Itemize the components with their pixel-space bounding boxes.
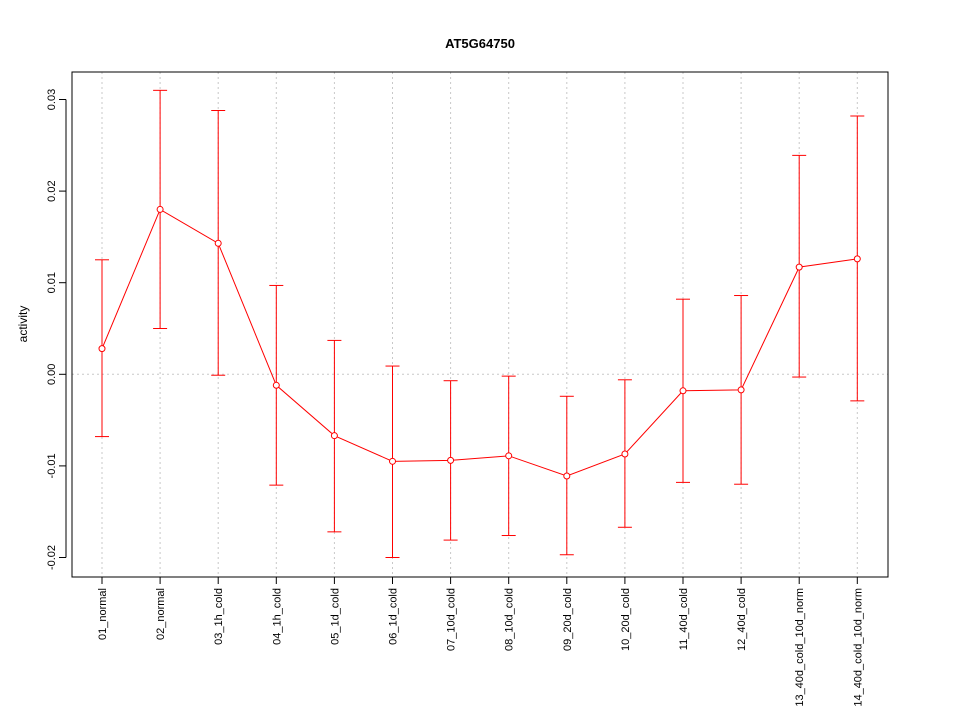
x-tick-label: 04_1h_cold bbox=[271, 588, 283, 645]
y-tick-label: 0.03 bbox=[46, 89, 58, 110]
x-tick-label: 06_1d_cold bbox=[388, 588, 400, 645]
plot-frame bbox=[71, 71, 889, 578]
data-point bbox=[447, 456, 455, 464]
x-tick-label: 02_normal bbox=[155, 588, 167, 640]
y-axis-label: activity bbox=[16, 306, 30, 343]
data-point bbox=[505, 452, 513, 460]
data-point bbox=[679, 387, 687, 395]
x-tick-label: 07_10d_cold bbox=[446, 588, 458, 651]
data-point bbox=[795, 263, 803, 271]
x-tick-label: 14_40d_cold_10d_norm bbox=[852, 588, 864, 707]
data-point bbox=[853, 255, 861, 263]
series-line bbox=[101, 208, 858, 477]
x-tick-label: 13_40d_cold_10d_norm bbox=[794, 588, 806, 707]
x-tick-label: 09_20d_cold bbox=[562, 588, 574, 651]
data-point bbox=[621, 450, 629, 458]
data-point bbox=[737, 386, 745, 394]
data-point bbox=[272, 381, 280, 389]
y-tick-label: 0.00 bbox=[46, 364, 58, 385]
chart-title: AT5G64750 bbox=[445, 36, 515, 51]
y-tick-label: -0.01 bbox=[46, 453, 58, 478]
y-tick-label: 0.01 bbox=[46, 272, 58, 293]
y-tick-label: 0.02 bbox=[46, 180, 58, 201]
y-tick-label: -0.02 bbox=[46, 545, 58, 570]
data-point bbox=[214, 239, 222, 247]
data-point bbox=[389, 457, 396, 465]
data-series bbox=[95, 89, 865, 558]
data-point bbox=[98, 345, 106, 353]
x-tick-label: 10_20d_cold bbox=[620, 588, 632, 651]
x-tick-label: 12_40d_cold bbox=[736, 588, 748, 651]
data-point bbox=[330, 432, 338, 440]
x-tick-label: 03_1h_cold bbox=[213, 588, 225, 645]
x-tick-label: 08_10d_cold bbox=[504, 588, 516, 651]
data-point bbox=[563, 472, 571, 480]
data-point bbox=[156, 205, 164, 213]
x-tick-label: 05_1d_cold bbox=[329, 588, 341, 645]
x-tick-label: 01_normal bbox=[97, 588, 109, 640]
x-tick-label: 11_40d_cold bbox=[678, 588, 690, 650]
